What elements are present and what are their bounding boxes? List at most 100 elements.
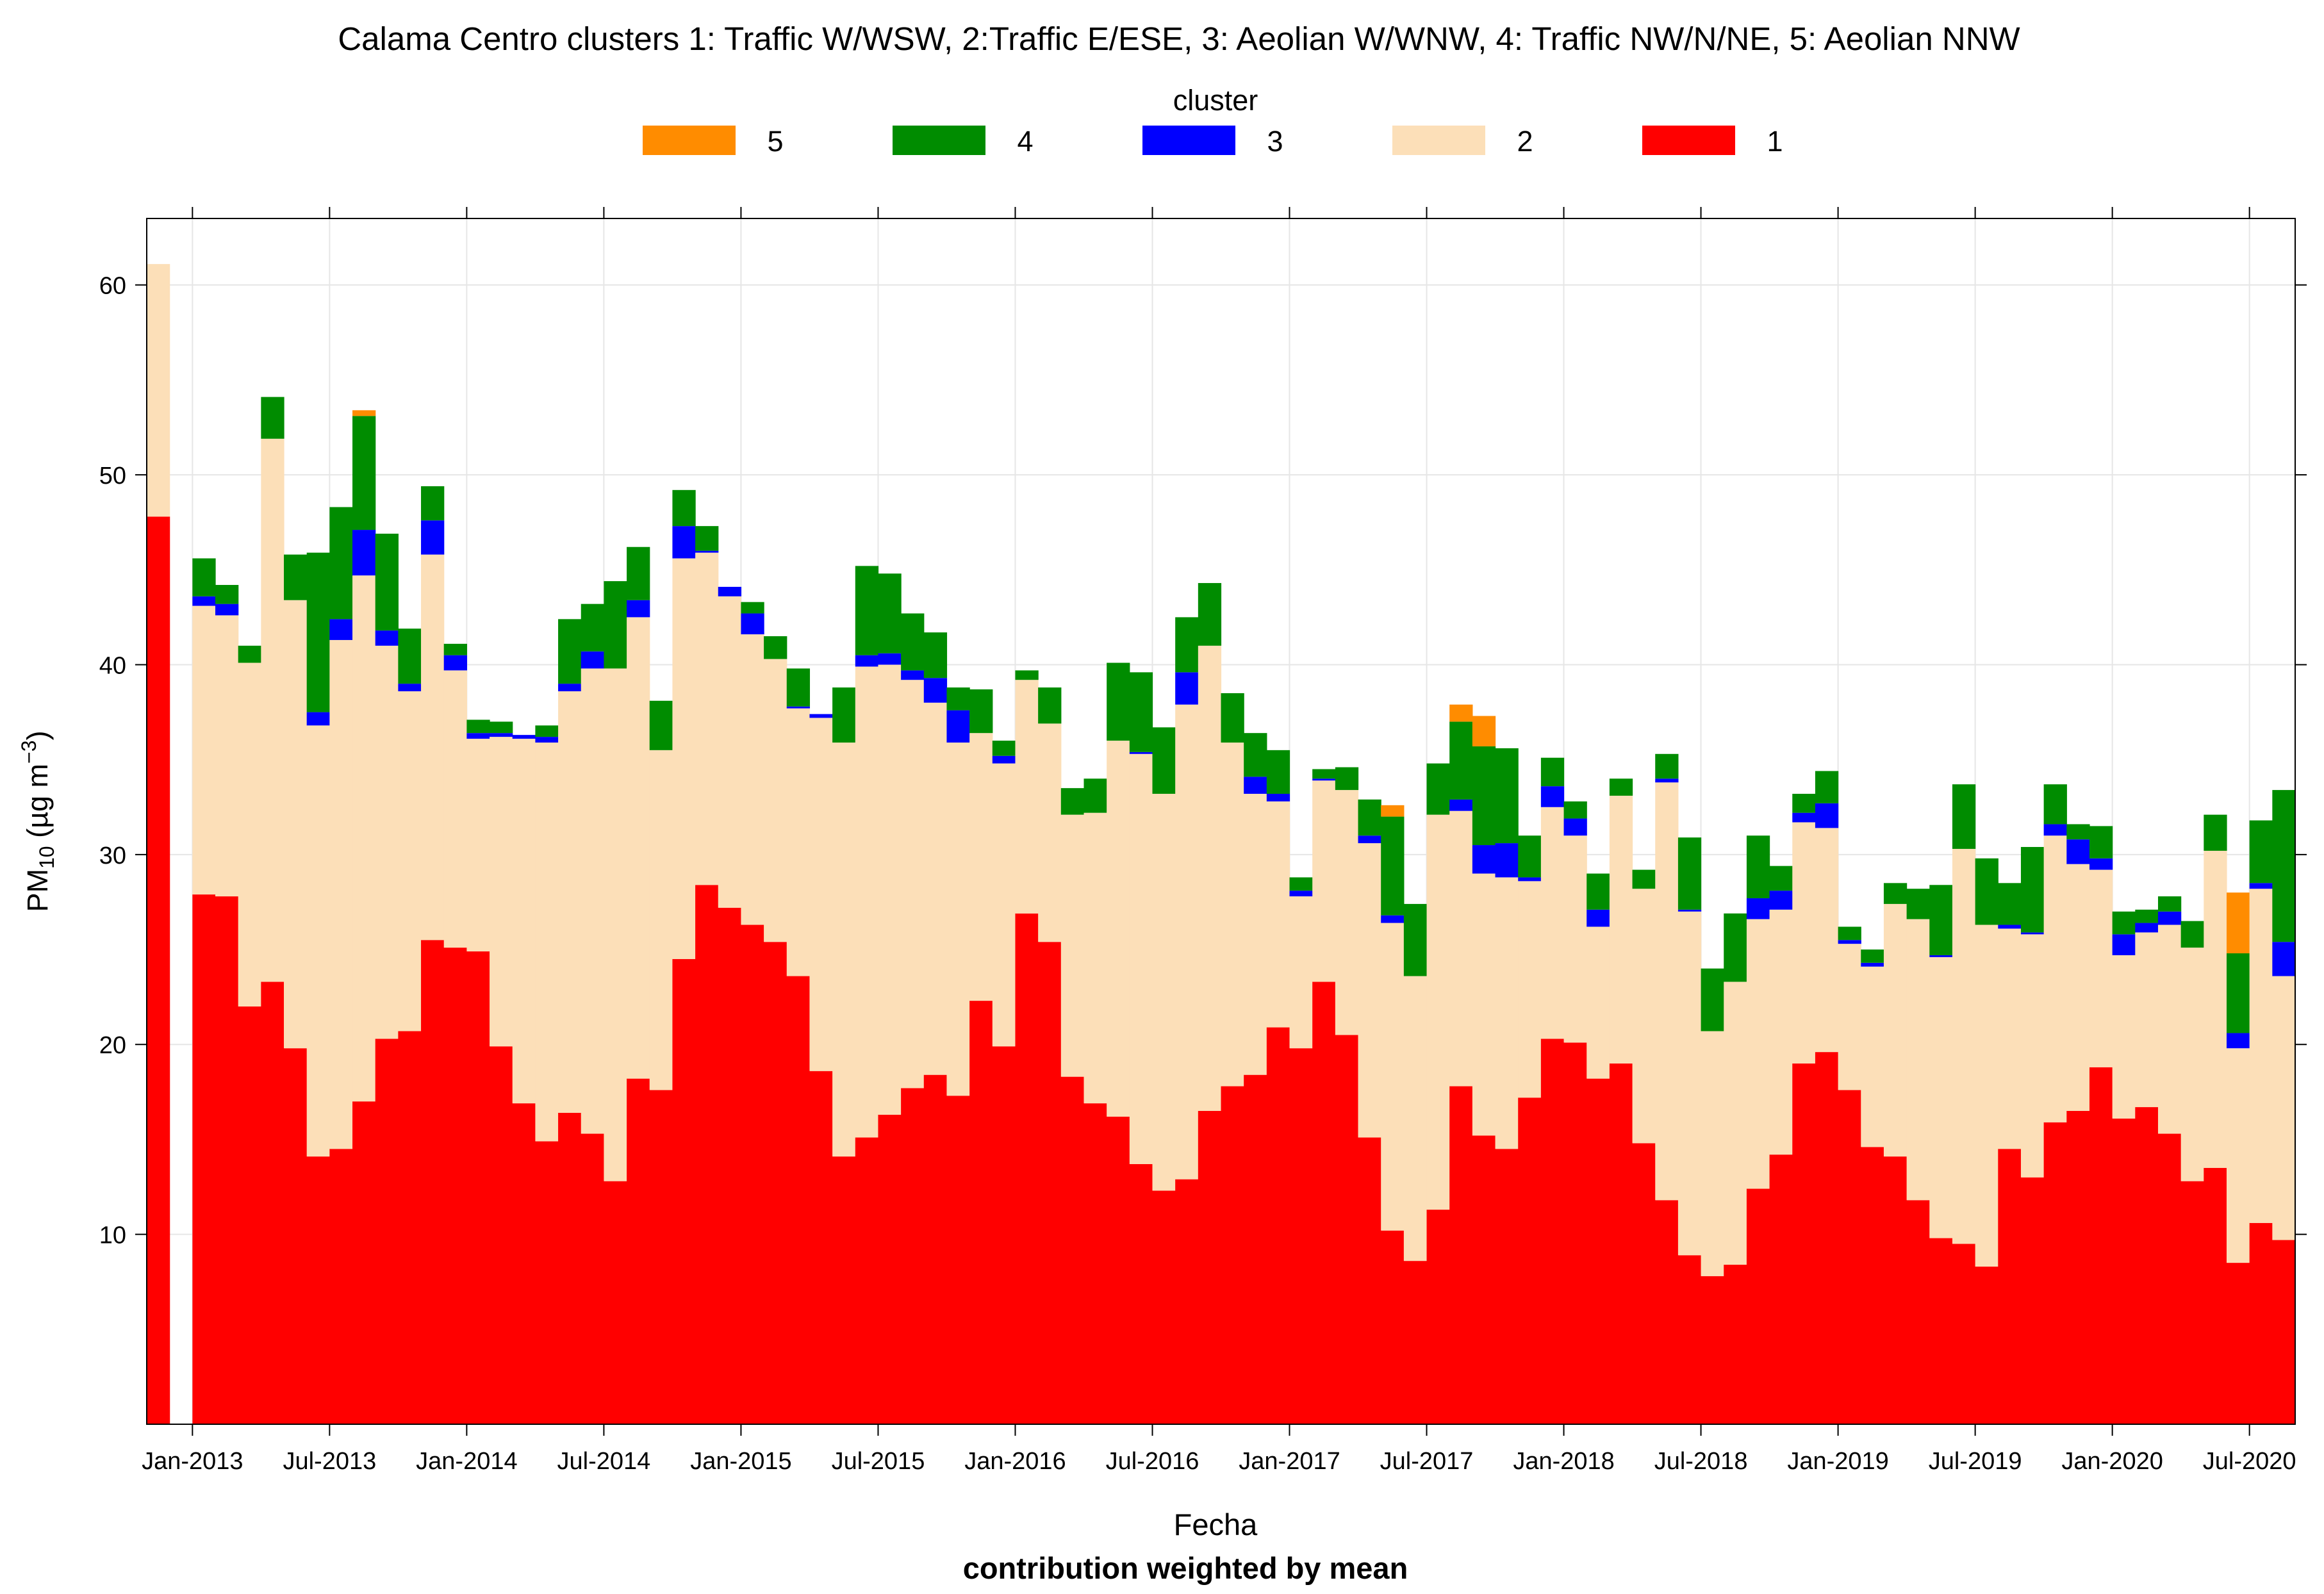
bar-segment-cluster-4 [306, 552, 330, 712]
bar-segment-cluster-4 [2066, 824, 2090, 840]
bar-segment-cluster-4 [1244, 733, 1267, 777]
bar-segment-cluster-2 [1129, 753, 1153, 1164]
x-tick-label: Jul-2019 [1929, 1448, 2022, 1475]
bar-segment-cluster-3 [855, 655, 879, 667]
bar-segment-cluster-1 [192, 894, 216, 1424]
bar-segment-cluster-3 [878, 653, 902, 665]
bar-segment-cluster-3 [1769, 891, 1793, 910]
bar-segment-cluster-2 [855, 666, 879, 1138]
bar-segment-cluster-2 [1084, 812, 1107, 1104]
bar-segment-cluster-2 [1266, 801, 1290, 1028]
bar-segment-cluster-4 [2020, 847, 2045, 933]
x-tick-label: Jan-2020 [2061, 1448, 2163, 1475]
bar-segment-cluster-3 [718, 586, 742, 596]
bar-segment-cluster-2 [466, 739, 490, 952]
bar-segment-cluster-2 [672, 558, 696, 959]
bar-segment-cluster-4 [443, 643, 467, 655]
bar-segment-cluster-3 [1129, 752, 1153, 754]
x-tick-label: Jul-2017 [1380, 1448, 1474, 1475]
bar-segment-cluster-2 [535, 743, 559, 1142]
legend-label-cluster-5: 5 [767, 125, 783, 158]
bar-segment-cluster-3 [1861, 962, 1884, 967]
bar-segment-cluster-3 [1495, 843, 1519, 878]
bar-segment-cluster-1 [2089, 1067, 2113, 1424]
bar-segment-cluster-2 [1906, 919, 1930, 1201]
bar-segment-cluster-1 [649, 1090, 673, 1424]
bar-segment-cluster-1 [1038, 942, 1062, 1424]
bar-segment-cluster-2 [1312, 780, 1336, 982]
bar-segment-cluster-4 [1998, 883, 2022, 925]
bar-segment-cluster-4 [695, 526, 719, 551]
bar-segment-cluster-2 [2112, 955, 2136, 1119]
bar-segment-cluster-1 [1701, 1276, 1724, 1424]
bar-segment-cluster-4 [741, 602, 764, 614]
bar-segment-cluster-4 [1107, 662, 1130, 741]
bar-segment-cluster-4 [1152, 727, 1176, 794]
bar-segment-cluster-3 [809, 714, 833, 718]
y-axis-label-exp: −3 [17, 740, 40, 763]
bar-segment-cluster-4 [1038, 687, 1062, 724]
bar-segment-cluster-1 [1015, 913, 1039, 1424]
bar-segment-cluster-4 [649, 700, 673, 750]
bar-segment-cluster-2 [1563, 835, 1587, 1043]
bar-segment-cluster-2 [2066, 864, 2090, 1111]
bar-segment-cluster-3 [490, 733, 513, 737]
bar-segment-cluster-4 [1746, 835, 1770, 899]
bar-segment-cluster-4 [764, 636, 787, 659]
bar-segment-cluster-4 [1540, 757, 1565, 787]
bar-segment-cluster-4 [558, 619, 582, 684]
legend-swatch-cluster-2 [1392, 126, 1485, 155]
bar-segment-cluster-1 [490, 1046, 513, 1424]
bar-segment-cluster-2 [649, 750, 673, 1090]
bar-segment-cluster-5 [1449, 704, 1473, 722]
bar-segment-cluster-2 [809, 718, 833, 1071]
bar-segment-cluster-4 [581, 604, 605, 652]
bar-segment-cluster-2 [1198, 645, 1222, 1111]
bar-segment-cluster-2 [1495, 877, 1519, 1149]
bar-segment-cluster-2 [1038, 723, 1062, 942]
bar-segment-cluster-4 [627, 546, 650, 600]
bar-segment-cluster-3 [1540, 786, 1565, 807]
bar-segment-cluster-2 [786, 708, 811, 976]
bar-segment-cluster-1 [923, 1074, 948, 1424]
bar-segment-cluster-3 [923, 678, 948, 703]
bar-segment-cluster-4 [2112, 911, 2136, 935]
bar-segment-cluster-1 [901, 1088, 925, 1424]
bar-segment-cluster-3 [2272, 942, 2296, 976]
bar-segment-cluster-2 [1015, 680, 1039, 914]
bar-segment-cluster-2 [2020, 934, 2045, 1178]
bar-segment-cluster-2 [1815, 828, 1839, 1053]
bar-segment-cluster-3 [1244, 776, 1267, 794]
bar-segment-cluster-4 [490, 721, 513, 734]
bar-segment-cluster-3 [1266, 794, 1290, 801]
bar-segment-cluster-3 [1929, 955, 1953, 957]
bar-segment-cluster-3 [992, 755, 1016, 764]
bar-segment-cluster-4 [284, 554, 308, 600]
bar-segment-cluster-4 [672, 489, 696, 527]
bar-segment-cluster-3 [581, 651, 605, 669]
bar-segment-cluster-1 [992, 1046, 1016, 1424]
x-tick-label: Jan-2019 [1787, 1448, 1888, 1475]
legend-title: cluster [1173, 84, 1258, 117]
chart-subtitle: contribution weighted by mean [963, 1551, 1408, 1585]
bar-segment-cluster-1 [215, 896, 239, 1424]
bar-segment-cluster-1 [1152, 1190, 1176, 1424]
bar-segment-cluster-2 [1792, 822, 1816, 1064]
bar-segment-cluster-2 [627, 617, 650, 1079]
bar-segment-cluster-1 [1724, 1265, 1747, 1424]
bar-segment-cluster-2 [1677, 911, 1702, 1256]
bar-segment-cluster-1 [2249, 1222, 2273, 1424]
bar-segment-cluster-2 [581, 668, 605, 1134]
bar-segment-cluster-1 [1518, 1097, 1542, 1424]
bar-segment-cluster-2 [398, 691, 422, 1031]
bar-segment-cluster-2 [215, 615, 239, 897]
bar-segment-cluster-1 [512, 1103, 536, 1424]
bar-segment-cluster-3 [1998, 924, 2022, 929]
bar-segment-cluster-1 [238, 1006, 261, 1424]
bar-segment-cluster-2 [490, 737, 513, 1047]
bar-segment-cluster-1 [2157, 1133, 2182, 1424]
x-tick-label: Jan-2015 [690, 1448, 791, 1475]
bar-segment-cluster-4 [2204, 814, 2227, 851]
bar-segment-cluster-4 [1015, 670, 1039, 680]
